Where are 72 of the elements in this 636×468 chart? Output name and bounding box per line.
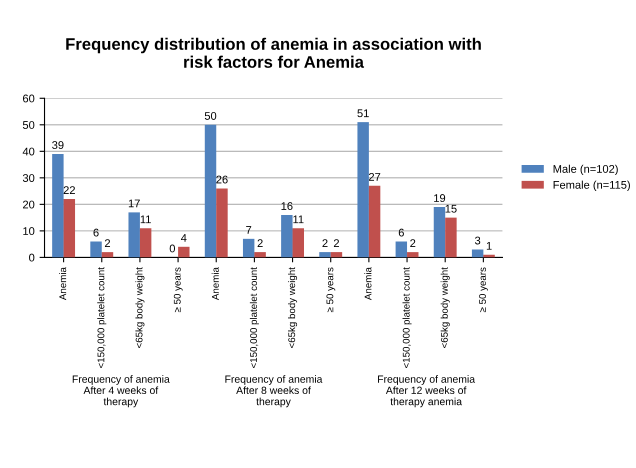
data-label: 6 — [94, 228, 99, 237]
bar — [396, 241, 408, 258]
y-tick-label: 20 — [23, 200, 34, 208]
y-tick-label: 40 — [22, 148, 34, 156]
data-label: 2 — [334, 239, 339, 248]
data-label: 16 — [282, 202, 293, 210]
bar — [483, 254, 495, 258]
bar — [102, 252, 114, 258]
x-tick-label: <150,000 platelet count — [97, 267, 106, 368]
bar — [445, 218, 457, 258]
data-label: 19 — [434, 194, 446, 202]
legend-label: Female (n=115) — [554, 180, 630, 191]
data-label: 4 — [180, 234, 187, 242]
data-label: 11 — [293, 216, 304, 224]
bar — [407, 252, 418, 258]
data-label: 2 — [258, 239, 263, 248]
data-label: 3 — [474, 236, 480, 244]
data-label: 15 — [446, 204, 457, 213]
y-tick-label: 50 — [22, 121, 34, 129]
x-tick-label: ≥ 50 years — [479, 267, 488, 312]
data-label: 11 — [140, 216, 151, 224]
x-tick-label: Anemia — [212, 267, 219, 300]
y-tick-label: 60 — [23, 94, 34, 102]
bar — [140, 228, 152, 258]
data-label: 0 — [170, 244, 176, 252]
text: Frequency of anemia After 8 weeks of therapy — [225, 375, 322, 408]
x-tick-label: <65kg body weight — [135, 267, 144, 348]
bar — [242, 238, 254, 258]
x-tick-label: ≥ 50 years — [326, 267, 336, 312]
bar — [368, 186, 380, 258]
bar — [128, 212, 140, 258]
data-label: 2 — [322, 239, 328, 248]
text: Frequency of anemia After 4 weeks of therapy — [72, 375, 170, 408]
bar — [216, 188, 228, 258]
bar — [254, 252, 266, 258]
data-label: 1 — [486, 242, 492, 250]
x-tick-label: <150,000 platelet count — [402, 267, 412, 368]
bar — [204, 124, 216, 258]
legend-label: Male (n=102) — [554, 164, 618, 176]
data-label: 2 — [410, 239, 416, 248]
x-tick-label: Anemia — [59, 267, 66, 300]
bar — [330, 252, 342, 258]
text: Frequency of anemia After 12 weeks of therapy anemia — [378, 375, 476, 408]
bar — [292, 228, 304, 258]
data-label: 2 — [104, 239, 110, 248]
bar — [52, 154, 64, 258]
data-label: 50 — [204, 112, 216, 120]
data-label: 6 — [398, 228, 404, 237]
x-tick-label: ≥ 50 years — [174, 267, 183, 312]
x-tick-label: <65kg body weight — [288, 267, 298, 348]
x-tick-label: <150,000 platelet count — [250, 267, 259, 368]
x-tick-label: Anemia — [364, 267, 372, 300]
bar — [178, 246, 190, 258]
chart-title: Frequency distribution of anemia in association with risk factors for Anemia — [66, 38, 481, 68]
bar — [472, 249, 484, 258]
bar — [357, 122, 369, 258]
bar — [90, 241, 102, 258]
y-tick-label: 0 — [29, 254, 34, 262]
y-tick-label: 30 — [22, 174, 34, 182]
bar — [64, 199, 76, 258]
bar — [319, 252, 331, 258]
data-label: 39 — [52, 141, 64, 149]
x-tick-label: <65kg body weight — [440, 267, 450, 348]
data-label: 26 — [216, 176, 228, 184]
data-label: 22 — [64, 186, 75, 194]
data-label: 51 — [357, 109, 369, 118]
y-tick-label: 10 — [23, 227, 34, 236]
data-label: 27 — [368, 172, 380, 181]
data-label: 7 — [246, 226, 252, 234]
bar — [281, 214, 293, 258]
bar — [434, 207, 446, 258]
data-label: 17 — [128, 200, 140, 208]
